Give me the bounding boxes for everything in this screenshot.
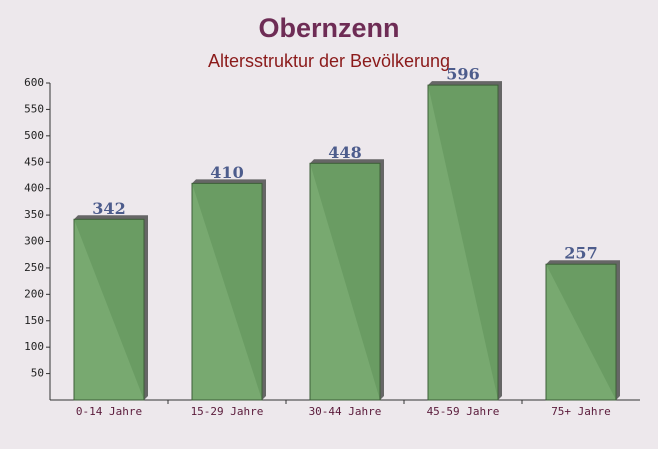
bar — [427, 84, 499, 401]
x-tick-label: 45-59 Jahre — [427, 405, 500, 418]
bar — [191, 182, 263, 401]
value-label: 596 — [446, 65, 479, 84]
value-label: 257 — [564, 244, 597, 263]
y-tick-label: 450 — [24, 155, 44, 168]
x-tick-label: 15-29 Jahre — [191, 405, 264, 418]
y-tick-label: 50 — [31, 367, 44, 380]
chart-subtitle: Altersstruktur der Bevölkerung — [208, 51, 450, 71]
value-label: 448 — [328, 143, 361, 162]
bar — [309, 162, 381, 401]
x-tick-label: 75+ Jahre — [551, 405, 611, 418]
chart-title: Obernzenn — [258, 13, 399, 43]
y-tick-label: 300 — [24, 235, 44, 248]
y-tick-label: 100 — [24, 340, 44, 353]
y-tick-label: 150 — [24, 314, 44, 327]
y-tick-label: 350 — [24, 208, 44, 221]
value-label: 410 — [210, 163, 243, 182]
y-tick-label: 200 — [24, 287, 44, 300]
y-tick-label: 550 — [24, 102, 44, 115]
y-tick-label: 600 — [24, 76, 44, 89]
y-tick-label: 400 — [24, 182, 44, 195]
value-label: 342 — [92, 199, 125, 218]
bar — [73, 218, 145, 401]
x-tick-label: 30-44 Jahre — [309, 405, 382, 418]
bar — [545, 263, 617, 401]
y-tick-label: 250 — [24, 261, 44, 274]
y-tick-label: 500 — [24, 129, 44, 142]
x-tick-label: 0-14 Jahre — [76, 405, 142, 418]
